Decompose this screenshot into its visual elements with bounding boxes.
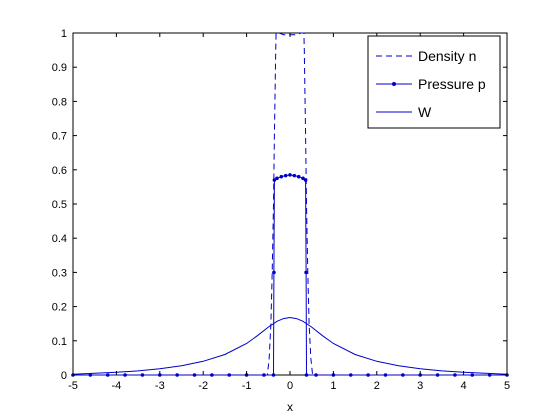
- series-point: [175, 373, 179, 377]
- ticks-layer: -5 -4 -3 -2 -1 0 1 2 3 4 5 0 0.1 0.2 0.3 0.4 0.5 0.6 0.7 0.…: [52, 28, 510, 392]
- legend-label: W: [418, 104, 432, 120]
- x-tick-label: -3: [155, 380, 165, 392]
- series-point: [275, 176, 279, 181]
- x-tick-label: 0: [287, 380, 293, 392]
- series-point: [487, 373, 492, 377]
- series-point: [288, 173, 292, 177]
- x-tick-label: 2: [374, 380, 380, 392]
- series-point: [470, 373, 475, 377]
- series-point: [262, 373, 266, 377]
- y-tick-label: 0.7: [52, 131, 67, 143]
- y-tick-label: 0.8: [52, 96, 67, 108]
- series-point: [435, 373, 440, 377]
- series-point: [210, 373, 214, 377]
- series-point: [296, 174, 301, 179]
- y-tick-label: 0.3: [52, 267, 67, 279]
- series-point: [348, 373, 353, 377]
- series-point: [283, 173, 288, 178]
- x-tick-label: 5: [504, 380, 510, 392]
- x-tick-label: -2: [198, 380, 208, 392]
- y-tick-label: 0.6: [52, 165, 67, 177]
- series-point: [271, 373, 276, 377]
- series-point: [366, 373, 370, 377]
- x-tick-label: -1: [242, 380, 252, 392]
- series-point: [272, 178, 277, 182]
- series-point: [140, 373, 145, 377]
- y-tick-label: 0: [61, 370, 67, 382]
- series-point: [272, 270, 276, 275]
- series-point: [314, 373, 318, 377]
- series-point: [401, 373, 405, 377]
- legend-label: Density n: [418, 48, 476, 64]
- x-axis-label: x: [287, 400, 293, 414]
- series-point: [227, 373, 232, 377]
- series-point: [105, 373, 110, 377]
- series-point: [192, 373, 197, 377]
- legend-marker: [392, 82, 396, 86]
- x-tick-label: 3: [417, 380, 423, 392]
- series-layer: [71, 32, 509, 377]
- y-tick-label: 1: [61, 28, 67, 40]
- legend-box: [367, 35, 501, 129]
- series-point: [453, 373, 457, 377]
- series-point: [301, 176, 305, 181]
- series-line-2: [72, 316, 508, 375]
- x-tick-label: 1: [330, 380, 336, 392]
- legend: Density n Pressure p W: [367, 35, 501, 129]
- y-tick-label: 0.9: [52, 62, 67, 74]
- series-point: [292, 173, 297, 178]
- x-tick-label: -5: [68, 380, 78, 392]
- y-tick-label: 0.5: [52, 199, 67, 211]
- series-point: [383, 373, 388, 377]
- series-point: [303, 178, 308, 182]
- y-tick-label: 0.4: [52, 233, 67, 245]
- x-tick-label: -4: [112, 380, 122, 392]
- x-tick-label: 4: [461, 380, 467, 392]
- series-point: [88, 373, 93, 377]
- y-tick-label: 0.1: [52, 336, 67, 348]
- series-point: [304, 373, 309, 377]
- series-point: [304, 270, 308, 275]
- series-point: [123, 373, 127, 377]
- y-tick-label: 0.2: [52, 302, 67, 314]
- series-point: [279, 174, 284, 179]
- legend-label: Pressure p: [418, 76, 486, 92]
